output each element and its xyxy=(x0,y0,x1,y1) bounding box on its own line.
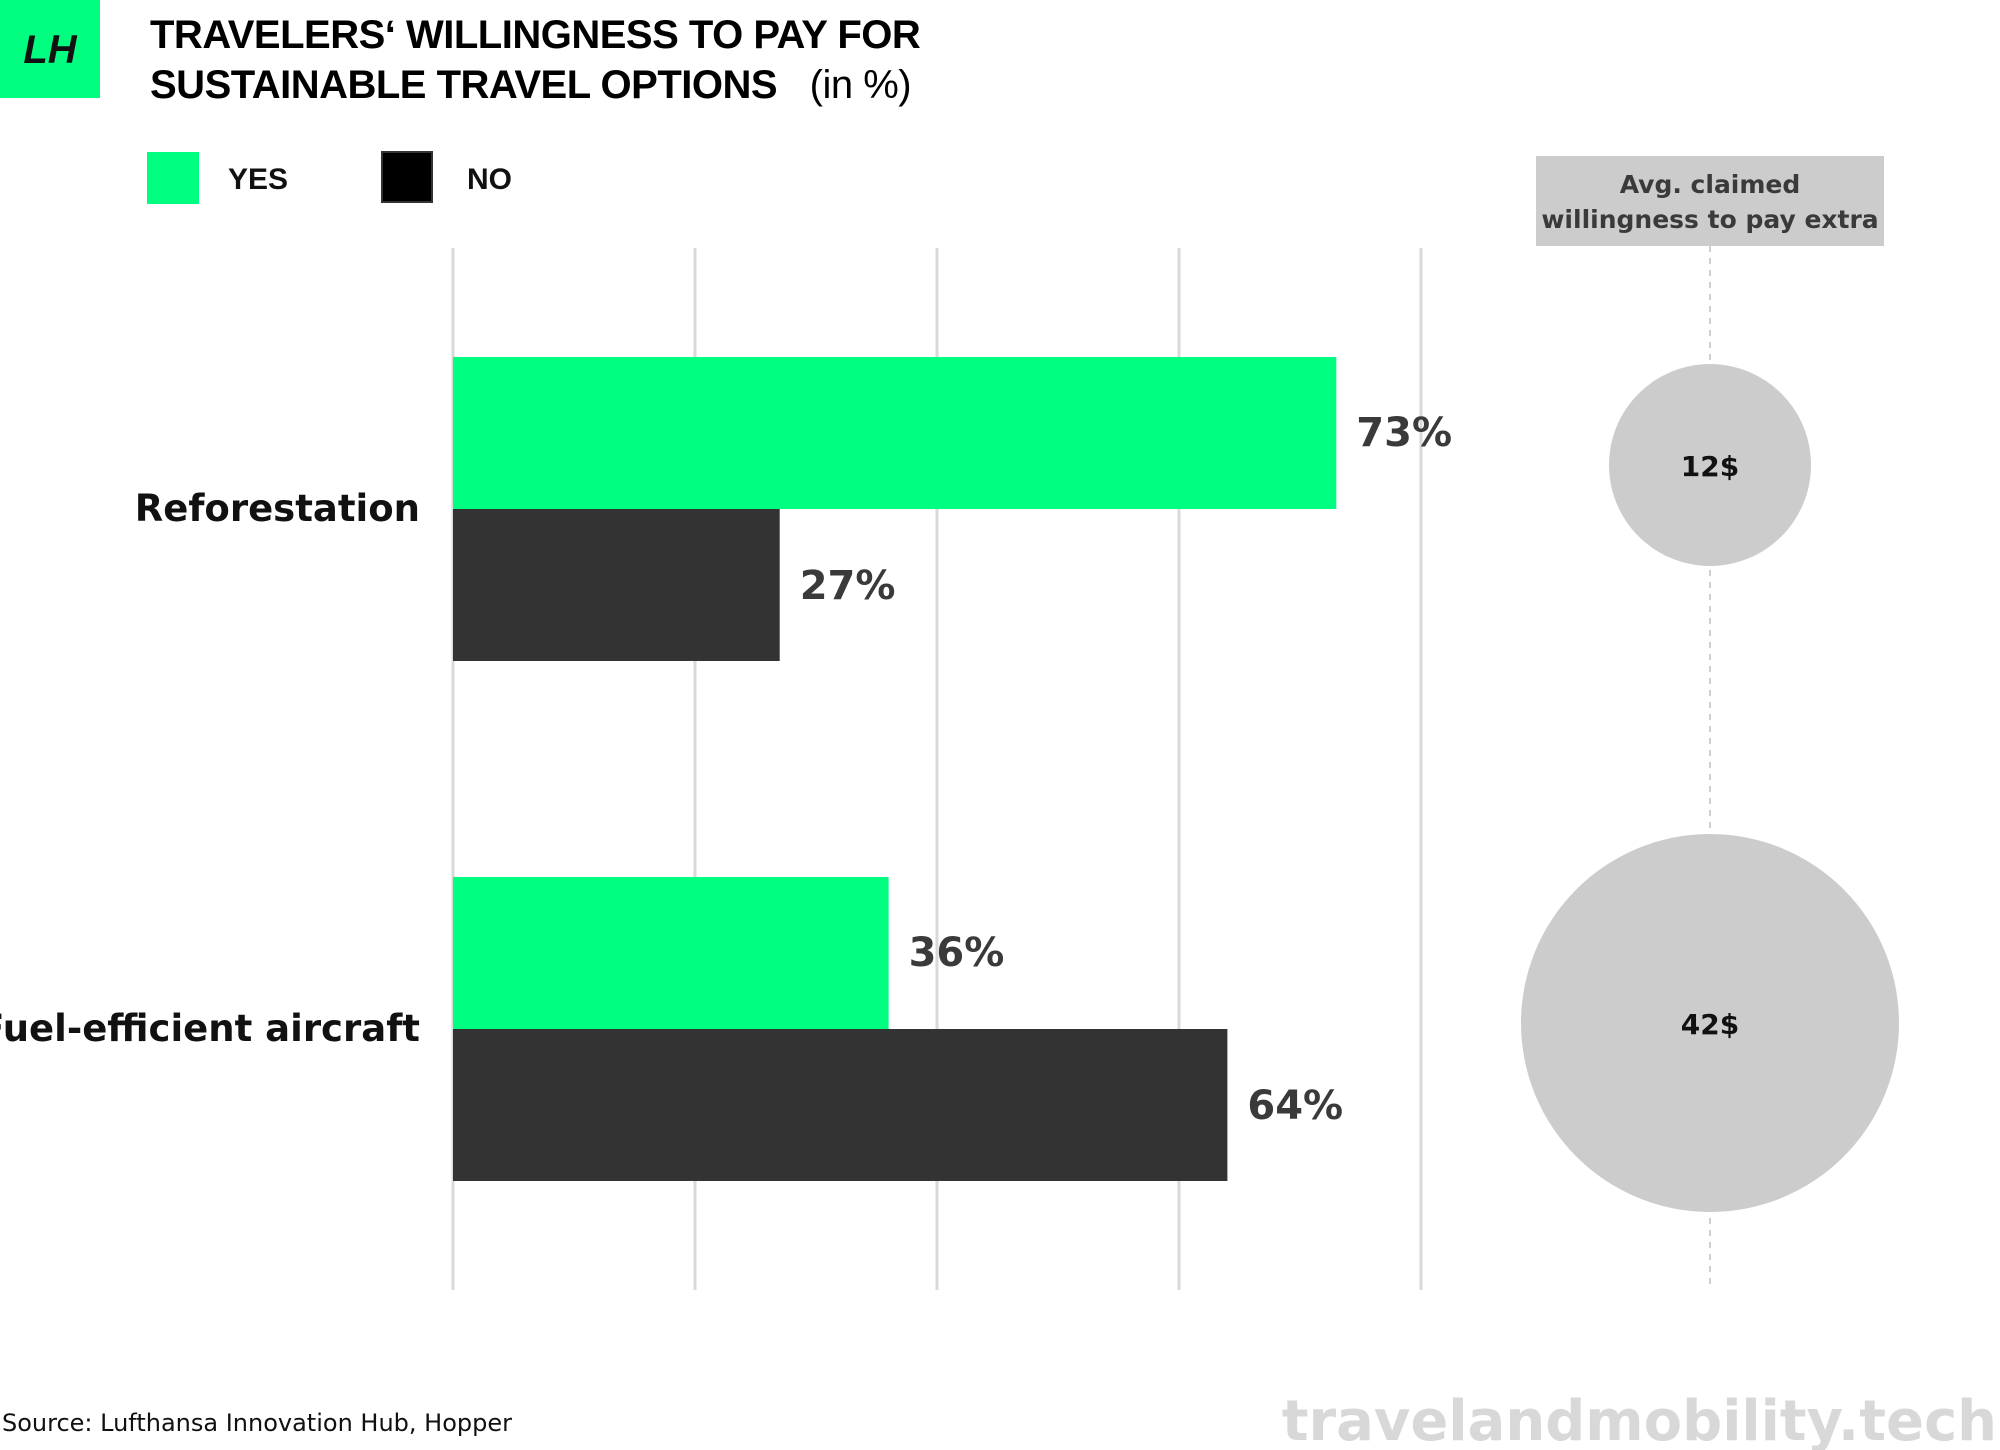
extra-pay-header-box xyxy=(1536,156,1884,246)
logo-background xyxy=(0,0,100,98)
chart-title-unit: (in %) xyxy=(810,63,911,107)
category-label-reforestation: Reforestation xyxy=(135,487,420,530)
bar-fuel-efficient-aircraft-yes xyxy=(453,877,889,1029)
value-label-fuel-efficient-no: 64% xyxy=(1247,1083,1343,1129)
logo-text: LH xyxy=(23,28,77,72)
legend-yes-swatch xyxy=(147,152,199,204)
extra-pay-bubbles xyxy=(1521,364,1899,1212)
bars xyxy=(453,357,1337,1181)
chart-title-line-1: TRAVELERS‘ WILLINGNESS TO PAY FOR xyxy=(150,13,921,57)
extra-pay-label-fuel-efficient: 42$ xyxy=(1681,1008,1739,1041)
bar-reforestation-yes xyxy=(453,357,1337,509)
chart-title-line-2: SUSTAINABLE TRAVEL OPTIONS (in %) xyxy=(150,63,911,107)
bar-fuel-efficient-aircraft-no xyxy=(453,1029,1228,1181)
source-note: Source: Lufthansa Innovation Hub, Hopper xyxy=(2,1409,512,1437)
extra-pay-panel: Avg. claimed willingness to pay extra 12… xyxy=(1521,156,1899,1290)
category-label-fuel-efficient-aircraft: Fuel-efficient aircraft xyxy=(0,1007,420,1050)
value-label-reforestation-no: 27% xyxy=(800,563,896,609)
extra-pay-header-line-2: willingness to pay extra xyxy=(1541,205,1878,234)
value-label-fuel-efficient-yes: 36% xyxy=(909,930,1005,976)
extra-pay-bubble xyxy=(1521,834,1899,1212)
legend-no-swatch xyxy=(381,151,433,203)
legend: YES NO xyxy=(147,151,512,204)
extra-pay-header-line-1: Avg. claimed xyxy=(1620,170,1801,199)
legend-yes-label: YES xyxy=(228,163,288,196)
logo: LH xyxy=(0,0,100,98)
extra-pay-label-reforestation: 12$ xyxy=(1681,450,1739,483)
chart-title-line-2-text: SUSTAINABLE TRAVEL OPTIONS xyxy=(150,63,777,107)
extra-pay-bubble xyxy=(1609,364,1811,566)
bar-reforestation-no xyxy=(453,509,780,661)
value-label-reforestation-yes: 73% xyxy=(1356,410,1452,456)
legend-no-label: NO xyxy=(467,163,512,196)
brand-watermark: travelandmobility.tech xyxy=(1282,1389,1997,1450)
